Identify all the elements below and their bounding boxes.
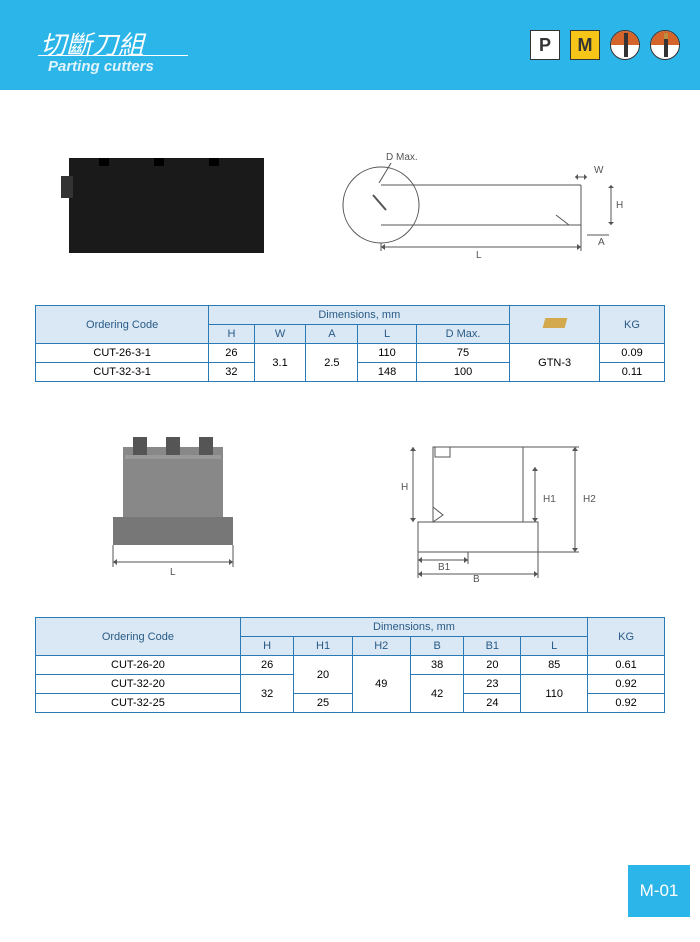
label-h2: H2	[583, 494, 596, 505]
th-dmax: D Max.	[416, 325, 510, 344]
th-w: W	[254, 325, 306, 344]
th-b1: B1	[464, 637, 521, 656]
label-dmax: D Max.	[386, 152, 418, 163]
label-b1: B1	[438, 562, 451, 573]
th-kg: KG	[588, 618, 665, 656]
th-h2: H2	[352, 637, 410, 656]
th-b: B	[410, 637, 464, 656]
th-code: Ordering Code	[36, 306, 209, 344]
th-insert	[510, 306, 600, 344]
spec-table-2: Ordering Code Dimensions, mm KG H H1 H2 …	[35, 617, 665, 713]
th-kg: KG	[599, 306, 664, 344]
product-photo-2: L	[98, 437, 248, 577]
th-h1: H1	[294, 637, 352, 656]
table-row: CUT-26-20 26 20 49 38 20 85 0.61	[36, 656, 665, 675]
badge-m: M	[570, 30, 600, 60]
th-h: H	[209, 325, 254, 344]
title-chinese: 切斷刀組	[40, 25, 144, 62]
table-row: CUT-26-3-1 26 3.1 2.5 110 75 GTN-3 0.09	[36, 344, 665, 363]
th-h: H	[240, 637, 294, 656]
badge-tool-icon-2	[650, 30, 680, 60]
material-badges: P M	[530, 30, 680, 60]
label-h: H	[616, 200, 623, 211]
label-w: W	[594, 165, 604, 176]
diagram-section-2: L H H1 H2 B1	[35, 422, 665, 592]
technical-diagram-1: D Max. W H A L	[331, 145, 631, 265]
th-dims: Dimensions, mm	[209, 306, 510, 325]
label-h: H	[401, 482, 408, 493]
diagram-section-1: D Max. W H A L	[35, 130, 665, 280]
page-number-tab: M-01	[628, 865, 690, 917]
th-l: L	[521, 637, 588, 656]
label-l: L	[476, 250, 482, 261]
th-code: Ordering Code	[36, 618, 241, 656]
label-a: A	[598, 237, 605, 248]
product-photo-1	[69, 158, 264, 253]
th-a: A	[306, 325, 358, 344]
th-dims: Dimensions, mm	[240, 618, 587, 637]
page-header: 切斷刀組 Parting cutters P M	[0, 0, 700, 90]
label-l2: L	[170, 567, 176, 577]
label-b: B	[473, 574, 480, 582]
insert-icon	[542, 318, 567, 328]
badge-tool-icon-1	[610, 30, 640, 60]
th-l: L	[358, 325, 416, 344]
label-h1: H1	[543, 494, 556, 505]
technical-diagram-2: H H1 H2 B1 B	[373, 432, 603, 582]
title-divider	[38, 55, 188, 56]
badge-p: P	[530, 30, 560, 60]
spec-table-1: Ordering Code Dimensions, mm KG H W A L …	[35, 305, 665, 382]
title-english: Parting cutters	[48, 58, 154, 75]
